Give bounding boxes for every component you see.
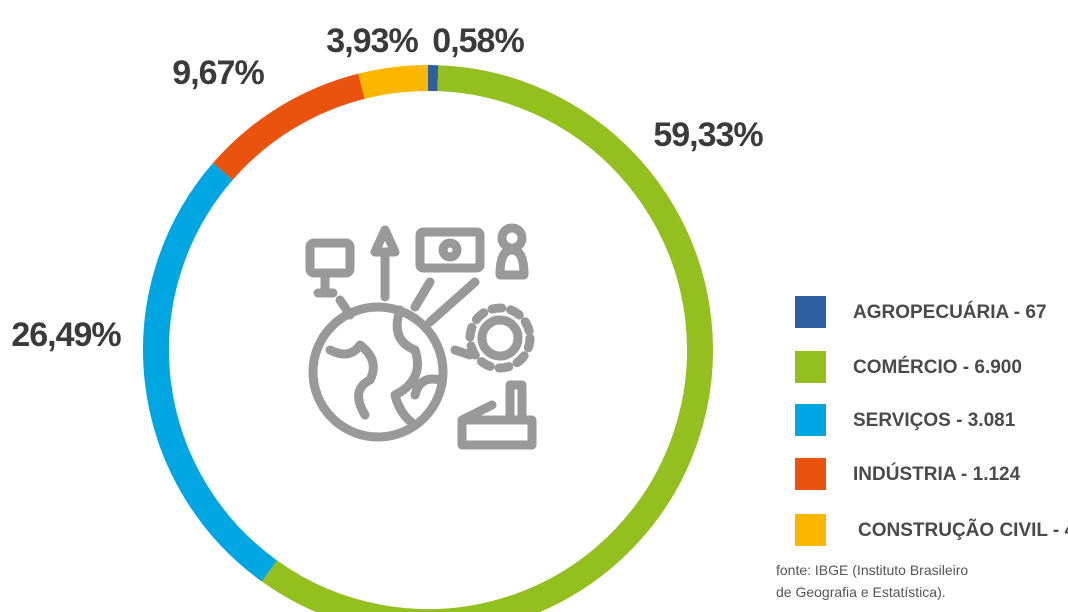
legend-label: AGROPECUÁRIA - 67 xyxy=(853,301,1047,323)
data-label: 9,67% xyxy=(172,54,264,92)
legend-swatch xyxy=(795,458,826,490)
legend-label: CONSTRUÇÃO CIVIL - 457 xyxy=(858,519,1068,541)
legend-swatch xyxy=(795,514,826,546)
donut-segment xyxy=(213,73,365,181)
donut-segment xyxy=(358,65,429,99)
center-icon xyxy=(305,223,537,450)
legend-swatch xyxy=(795,404,826,436)
donut-segment xyxy=(261,65,713,612)
legend-label: INDÚSTRIA - 1.124 xyxy=(853,463,1021,485)
source-note: fonte: IBGE (Instituto Brasileiro xyxy=(776,562,968,578)
source-note: de Geografia e Estatística). xyxy=(776,584,946,600)
legend-swatch xyxy=(795,351,826,383)
data-label: 3,93% xyxy=(326,22,418,60)
data-label: 26,49% xyxy=(11,316,121,354)
donut-segment xyxy=(143,162,277,582)
data-label: 59,33% xyxy=(653,116,763,154)
legend-label: SERVIÇOS - 3.081 xyxy=(853,410,1016,431)
legend-swatch xyxy=(795,296,826,328)
legend-label: COMÉRCIO - 6.900 xyxy=(853,356,1022,378)
data-label: 0,58% xyxy=(432,22,524,60)
